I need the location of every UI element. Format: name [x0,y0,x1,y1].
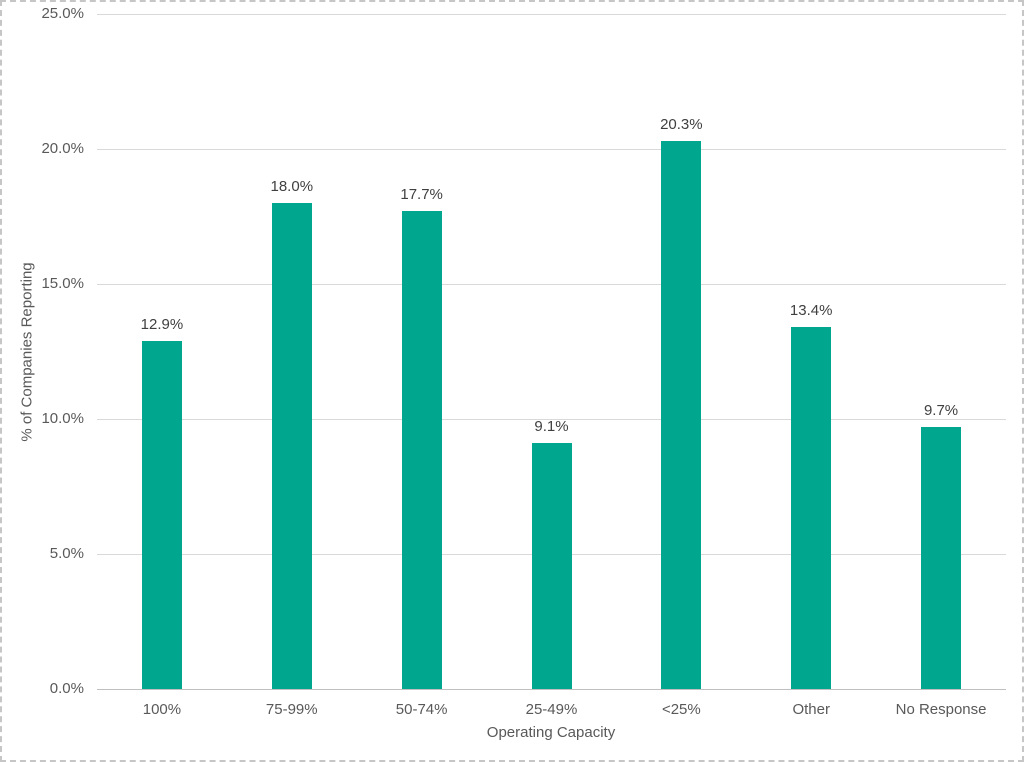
bar-value-label: 17.7% [400,186,443,203]
y-tick-label: 0.0% [49,680,84,697]
y-tick-label: 20.0% [41,140,84,157]
x-tick-label: 25-49% [525,701,578,718]
bar-value-label: 18.0% [270,178,314,195]
bar-75-99- [271,203,312,689]
x-axis-title: Operating Capacity [486,724,616,741]
bar--25- [661,141,702,689]
x-tick-label: No Response [895,701,987,718]
y-tick-label: 5.0% [49,545,84,562]
gridline [97,284,1006,285]
bar-other [791,327,832,689]
bar-value-label: 9.1% [534,418,569,435]
x-tick-label: <25% [661,701,701,718]
x-tick-label: 75-99% [265,701,318,718]
y-tick-label: 15.0% [41,275,84,292]
bar-25-49- [531,443,572,689]
bar-100- [141,341,182,689]
bar-50-74- [401,211,442,689]
gridline [97,419,1006,420]
x-tick-label: 100% [142,701,182,718]
y-tick-label: 25.0% [41,5,84,22]
bar-value-label: 12.9% [140,316,184,333]
y-tick-label: 10.0% [41,410,84,427]
x-tick-label: 50-74% [395,701,448,718]
x-tick-label: Other [792,701,830,718]
gridline [97,149,1006,150]
x-axis-line [97,689,1006,690]
bar-no-response [921,427,962,689]
gridline [97,14,1006,15]
bar-value-label: 20.3% [660,116,703,133]
bar-value-label: 9.7% [923,402,959,419]
bar-value-label: 13.4% [789,302,833,319]
